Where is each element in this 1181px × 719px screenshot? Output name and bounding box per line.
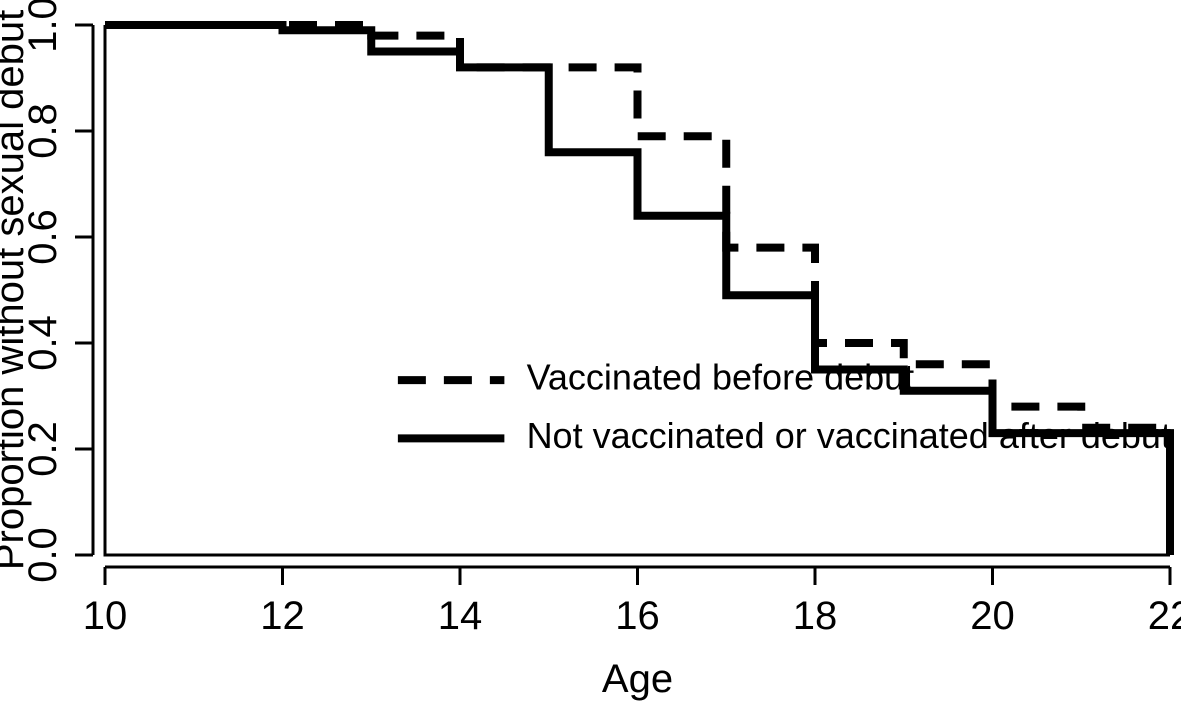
- legend-label: Vaccinated before debut: [527, 357, 915, 398]
- x-tick-label: 20: [970, 594, 1015, 638]
- chart-svg: 10121416182022Age0.00.20.40.60.81.0Propo…: [0, 0, 1181, 719]
- x-tick-label: 10: [83, 594, 128, 638]
- x-tick-label: 12: [260, 594, 305, 638]
- legend-label: Not vaccinated or vaccinated after debut: [527, 415, 1171, 456]
- x-tick-label: 18: [793, 594, 838, 638]
- x-axis-title: Age: [602, 657, 673, 701]
- y-axis-title: Proportion without sexual debut: [0, 10, 32, 570]
- survival-chart: 10121416182022Age0.00.20.40.60.81.0Propo…: [0, 0, 1181, 719]
- x-tick-label: 22: [1148, 594, 1181, 638]
- x-tick-label: 16: [615, 594, 660, 638]
- x-tick-label: 14: [438, 594, 483, 638]
